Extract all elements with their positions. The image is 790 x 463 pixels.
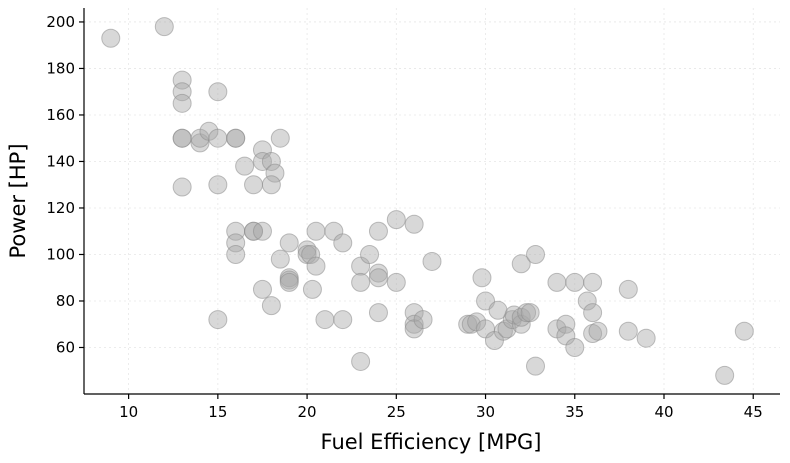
data-point — [511, 254, 531, 274]
data-point — [306, 256, 326, 276]
data-point — [636, 328, 656, 348]
data-point — [252, 279, 272, 299]
data-point — [261, 296, 281, 316]
data-point — [172, 70, 192, 90]
data-point — [208, 175, 228, 195]
data-point — [270, 249, 290, 269]
data-point — [351, 272, 371, 292]
data-point — [351, 351, 371, 371]
data-point — [472, 268, 492, 288]
x-tick-label: 45 — [744, 403, 763, 421]
y-tick-label: 60 — [56, 338, 75, 356]
data-point — [413, 310, 433, 330]
data-point — [226, 244, 246, 264]
data-point — [226, 233, 246, 253]
data-point — [360, 244, 380, 264]
data-point — [172, 82, 192, 102]
data-point — [488, 300, 508, 320]
data-point — [172, 128, 192, 148]
data-points — [101, 17, 754, 385]
data-point — [404, 314, 424, 334]
data-point — [422, 251, 442, 271]
data-point — [306, 221, 326, 241]
x-tick-label: 15 — [208, 403, 227, 421]
data-point — [333, 310, 353, 330]
data-point — [101, 28, 121, 48]
data-point — [583, 303, 603, 323]
axes — [83, 8, 780, 395]
y-ticks: 60 80 100 120 140 160 180 200 — [46, 13, 84, 356]
x-tick-label: 40 — [654, 403, 673, 421]
data-point — [261, 175, 281, 195]
data-point — [583, 272, 603, 292]
data-point — [618, 321, 638, 341]
y-tick-label: 140 — [46, 152, 75, 170]
y-tick-label: 160 — [46, 106, 75, 124]
x-axis-label: Fuel Efficiency [MPG] — [321, 430, 542, 454]
x-tick-label: 25 — [387, 403, 406, 421]
data-point — [715, 365, 735, 385]
data-point — [565, 272, 585, 292]
data-point — [172, 93, 192, 113]
data-point — [279, 233, 299, 253]
data-point — [520, 303, 540, 323]
x-tick-label: 35 — [565, 403, 584, 421]
data-point — [208, 128, 228, 148]
data-point — [208, 310, 228, 330]
y-tick-label: 200 — [46, 13, 75, 31]
data-point — [208, 82, 228, 102]
data-point — [301, 244, 321, 264]
data-point — [618, 279, 638, 299]
data-point — [368, 303, 388, 323]
data-point — [226, 128, 246, 148]
data-point — [577, 291, 597, 311]
data-point — [368, 263, 388, 283]
data-point — [386, 272, 406, 292]
data-point — [279, 272, 299, 292]
grid — [84, 8, 780, 394]
data-point — [270, 128, 290, 148]
y-tick-label: 120 — [46, 199, 75, 217]
x-tick-label: 10 — [119, 403, 138, 421]
data-point — [547, 272, 567, 292]
y-tick-label: 80 — [56, 292, 75, 310]
data-point — [252, 221, 272, 241]
data-point — [235, 156, 255, 176]
data-point — [404, 214, 424, 234]
data-point — [368, 221, 388, 241]
data-point — [588, 321, 608, 341]
data-point — [333, 233, 353, 253]
y-axis-label: Power [HP] — [6, 143, 30, 258]
data-point — [734, 321, 754, 341]
x-tick-label: 20 — [298, 403, 317, 421]
data-point — [302, 279, 322, 299]
data-point — [526, 244, 546, 264]
data-point — [315, 310, 335, 330]
data-point — [556, 314, 576, 334]
data-point — [368, 268, 388, 288]
data-point — [265, 163, 285, 183]
data-point — [172, 177, 192, 197]
x-tick-label: 30 — [476, 403, 495, 421]
data-point — [565, 337, 585, 357]
data-point — [386, 210, 406, 230]
y-tick-label: 100 — [46, 245, 75, 263]
y-tick-label: 180 — [46, 59, 75, 77]
data-point — [154, 17, 174, 37]
data-point — [244, 175, 264, 195]
data-point — [261, 151, 281, 171]
x-ticks: 10 15 20 25 30 35 40 45 — [119, 394, 763, 421]
data-point — [526, 356, 546, 376]
